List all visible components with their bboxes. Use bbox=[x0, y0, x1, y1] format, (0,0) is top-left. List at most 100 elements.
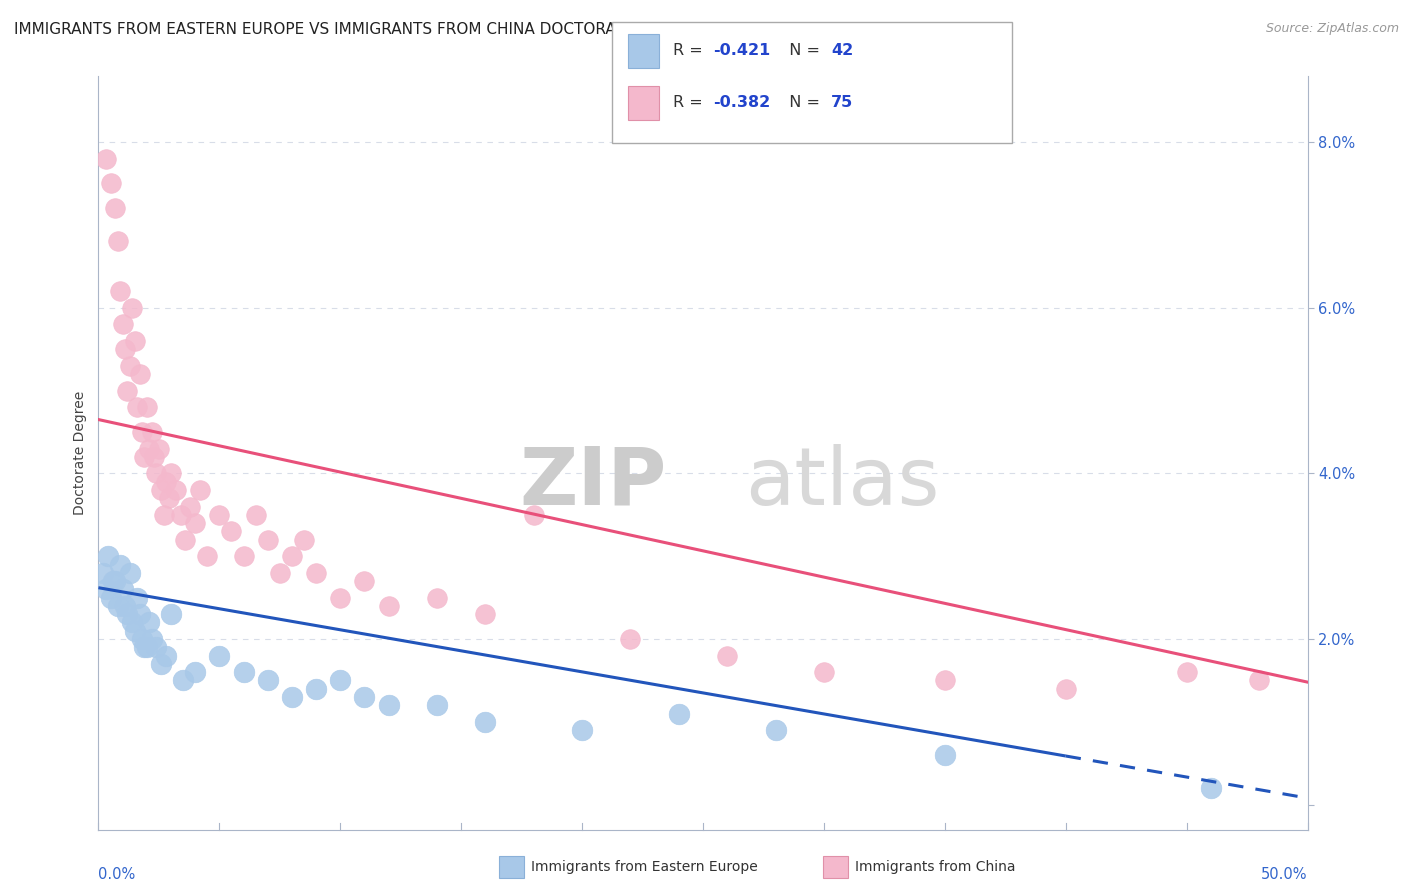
Point bbox=[100, 591, 122, 605]
Point bbox=[934, 673, 956, 688]
Point bbox=[232, 549, 254, 564]
Point bbox=[145, 467, 167, 481]
Point bbox=[107, 599, 129, 613]
Point bbox=[138, 442, 160, 456]
Point bbox=[523, 508, 546, 522]
Point bbox=[256, 673, 278, 688]
Point bbox=[138, 615, 160, 630]
Point bbox=[184, 665, 207, 680]
Text: Source: ZipAtlas.com: Source: ZipAtlas.com bbox=[1265, 22, 1399, 36]
Point bbox=[188, 483, 211, 497]
Text: N =: N = bbox=[779, 44, 825, 58]
Point bbox=[91, 566, 114, 580]
Point bbox=[118, 566, 141, 580]
Point bbox=[155, 475, 177, 489]
Point bbox=[111, 582, 134, 597]
Point bbox=[281, 690, 304, 704]
Point bbox=[245, 508, 267, 522]
Point bbox=[94, 582, 117, 597]
Point bbox=[114, 599, 136, 613]
Point bbox=[150, 657, 173, 671]
Point bbox=[172, 673, 194, 688]
Point bbox=[813, 665, 835, 680]
Point bbox=[114, 342, 136, 356]
Point bbox=[221, 524, 243, 539]
Text: 75: 75 bbox=[831, 95, 853, 110]
Point bbox=[152, 508, 174, 522]
Point bbox=[131, 425, 153, 439]
Point bbox=[124, 624, 146, 638]
Point bbox=[165, 483, 187, 497]
Point bbox=[108, 558, 131, 572]
Point bbox=[155, 648, 177, 663]
Point bbox=[305, 681, 328, 696]
Point bbox=[143, 450, 166, 464]
Point bbox=[353, 690, 375, 704]
Text: ZIP: ZIP bbox=[519, 444, 666, 522]
Text: N =: N = bbox=[779, 95, 825, 110]
Point bbox=[1175, 665, 1198, 680]
Point bbox=[145, 640, 167, 655]
Point bbox=[141, 425, 163, 439]
Point bbox=[118, 359, 141, 373]
Point bbox=[1054, 681, 1077, 696]
Point bbox=[174, 533, 197, 547]
Point bbox=[1199, 781, 1222, 796]
Point bbox=[377, 599, 399, 613]
Point bbox=[716, 648, 738, 663]
Point bbox=[111, 318, 134, 332]
Point bbox=[232, 665, 254, 680]
Point bbox=[101, 574, 124, 588]
Point bbox=[474, 714, 496, 729]
Point bbox=[121, 615, 143, 630]
Text: -0.382: -0.382 bbox=[713, 95, 770, 110]
Text: 42: 42 bbox=[831, 44, 853, 58]
Point bbox=[353, 574, 375, 588]
Point bbox=[571, 723, 593, 738]
Point bbox=[128, 607, 150, 622]
Point bbox=[169, 508, 191, 522]
Text: IMMIGRANTS FROM EASTERN EUROPE VS IMMIGRANTS FROM CHINA DOCTORATE DEGREE CORRELA: IMMIGRANTS FROM EASTERN EUROPE VS IMMIGR… bbox=[14, 22, 872, 37]
Point bbox=[668, 706, 690, 721]
Point bbox=[1249, 673, 1271, 688]
Point bbox=[127, 591, 149, 605]
Point bbox=[292, 533, 315, 547]
Point bbox=[934, 747, 956, 762]
Point bbox=[208, 508, 231, 522]
Point bbox=[108, 284, 131, 298]
Text: Immigrants from China: Immigrants from China bbox=[855, 860, 1015, 874]
Point bbox=[141, 632, 163, 646]
Point bbox=[131, 632, 153, 646]
Point bbox=[150, 483, 173, 497]
Point bbox=[135, 640, 157, 655]
Point bbox=[104, 574, 127, 588]
Point bbox=[184, 516, 207, 530]
Point bbox=[104, 202, 127, 216]
Point bbox=[157, 491, 180, 506]
Point bbox=[134, 450, 156, 464]
Text: R =: R = bbox=[673, 95, 709, 110]
Y-axis label: Doctorate Degree: Doctorate Degree bbox=[73, 391, 87, 515]
Point bbox=[256, 533, 278, 547]
Point bbox=[281, 549, 304, 564]
Point bbox=[329, 591, 352, 605]
Text: -0.421: -0.421 bbox=[713, 44, 770, 58]
Point bbox=[121, 301, 143, 315]
Point bbox=[117, 607, 139, 622]
Point bbox=[269, 566, 291, 580]
Text: atlas: atlas bbox=[745, 444, 939, 522]
Point bbox=[765, 723, 787, 738]
Point bbox=[117, 384, 139, 398]
Text: Immigrants from Eastern Europe: Immigrants from Eastern Europe bbox=[531, 860, 758, 874]
Point bbox=[107, 235, 129, 249]
Point bbox=[148, 442, 170, 456]
Point bbox=[160, 607, 183, 622]
Point bbox=[128, 367, 150, 381]
Point bbox=[619, 632, 641, 646]
Text: R =: R = bbox=[673, 44, 709, 58]
Point bbox=[94, 152, 117, 166]
Point bbox=[329, 673, 352, 688]
Point bbox=[179, 500, 201, 514]
Point bbox=[124, 334, 146, 348]
Point bbox=[97, 549, 120, 564]
